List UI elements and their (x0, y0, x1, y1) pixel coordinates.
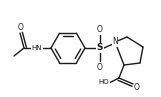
Text: O: O (18, 23, 24, 32)
Text: O: O (97, 26, 103, 35)
Text: HN: HN (32, 45, 42, 51)
Text: HO: HO (99, 79, 109, 85)
Text: O: O (97, 62, 103, 71)
Text: N: N (112, 38, 118, 46)
Text: O: O (134, 83, 140, 91)
Text: S: S (97, 43, 103, 52)
